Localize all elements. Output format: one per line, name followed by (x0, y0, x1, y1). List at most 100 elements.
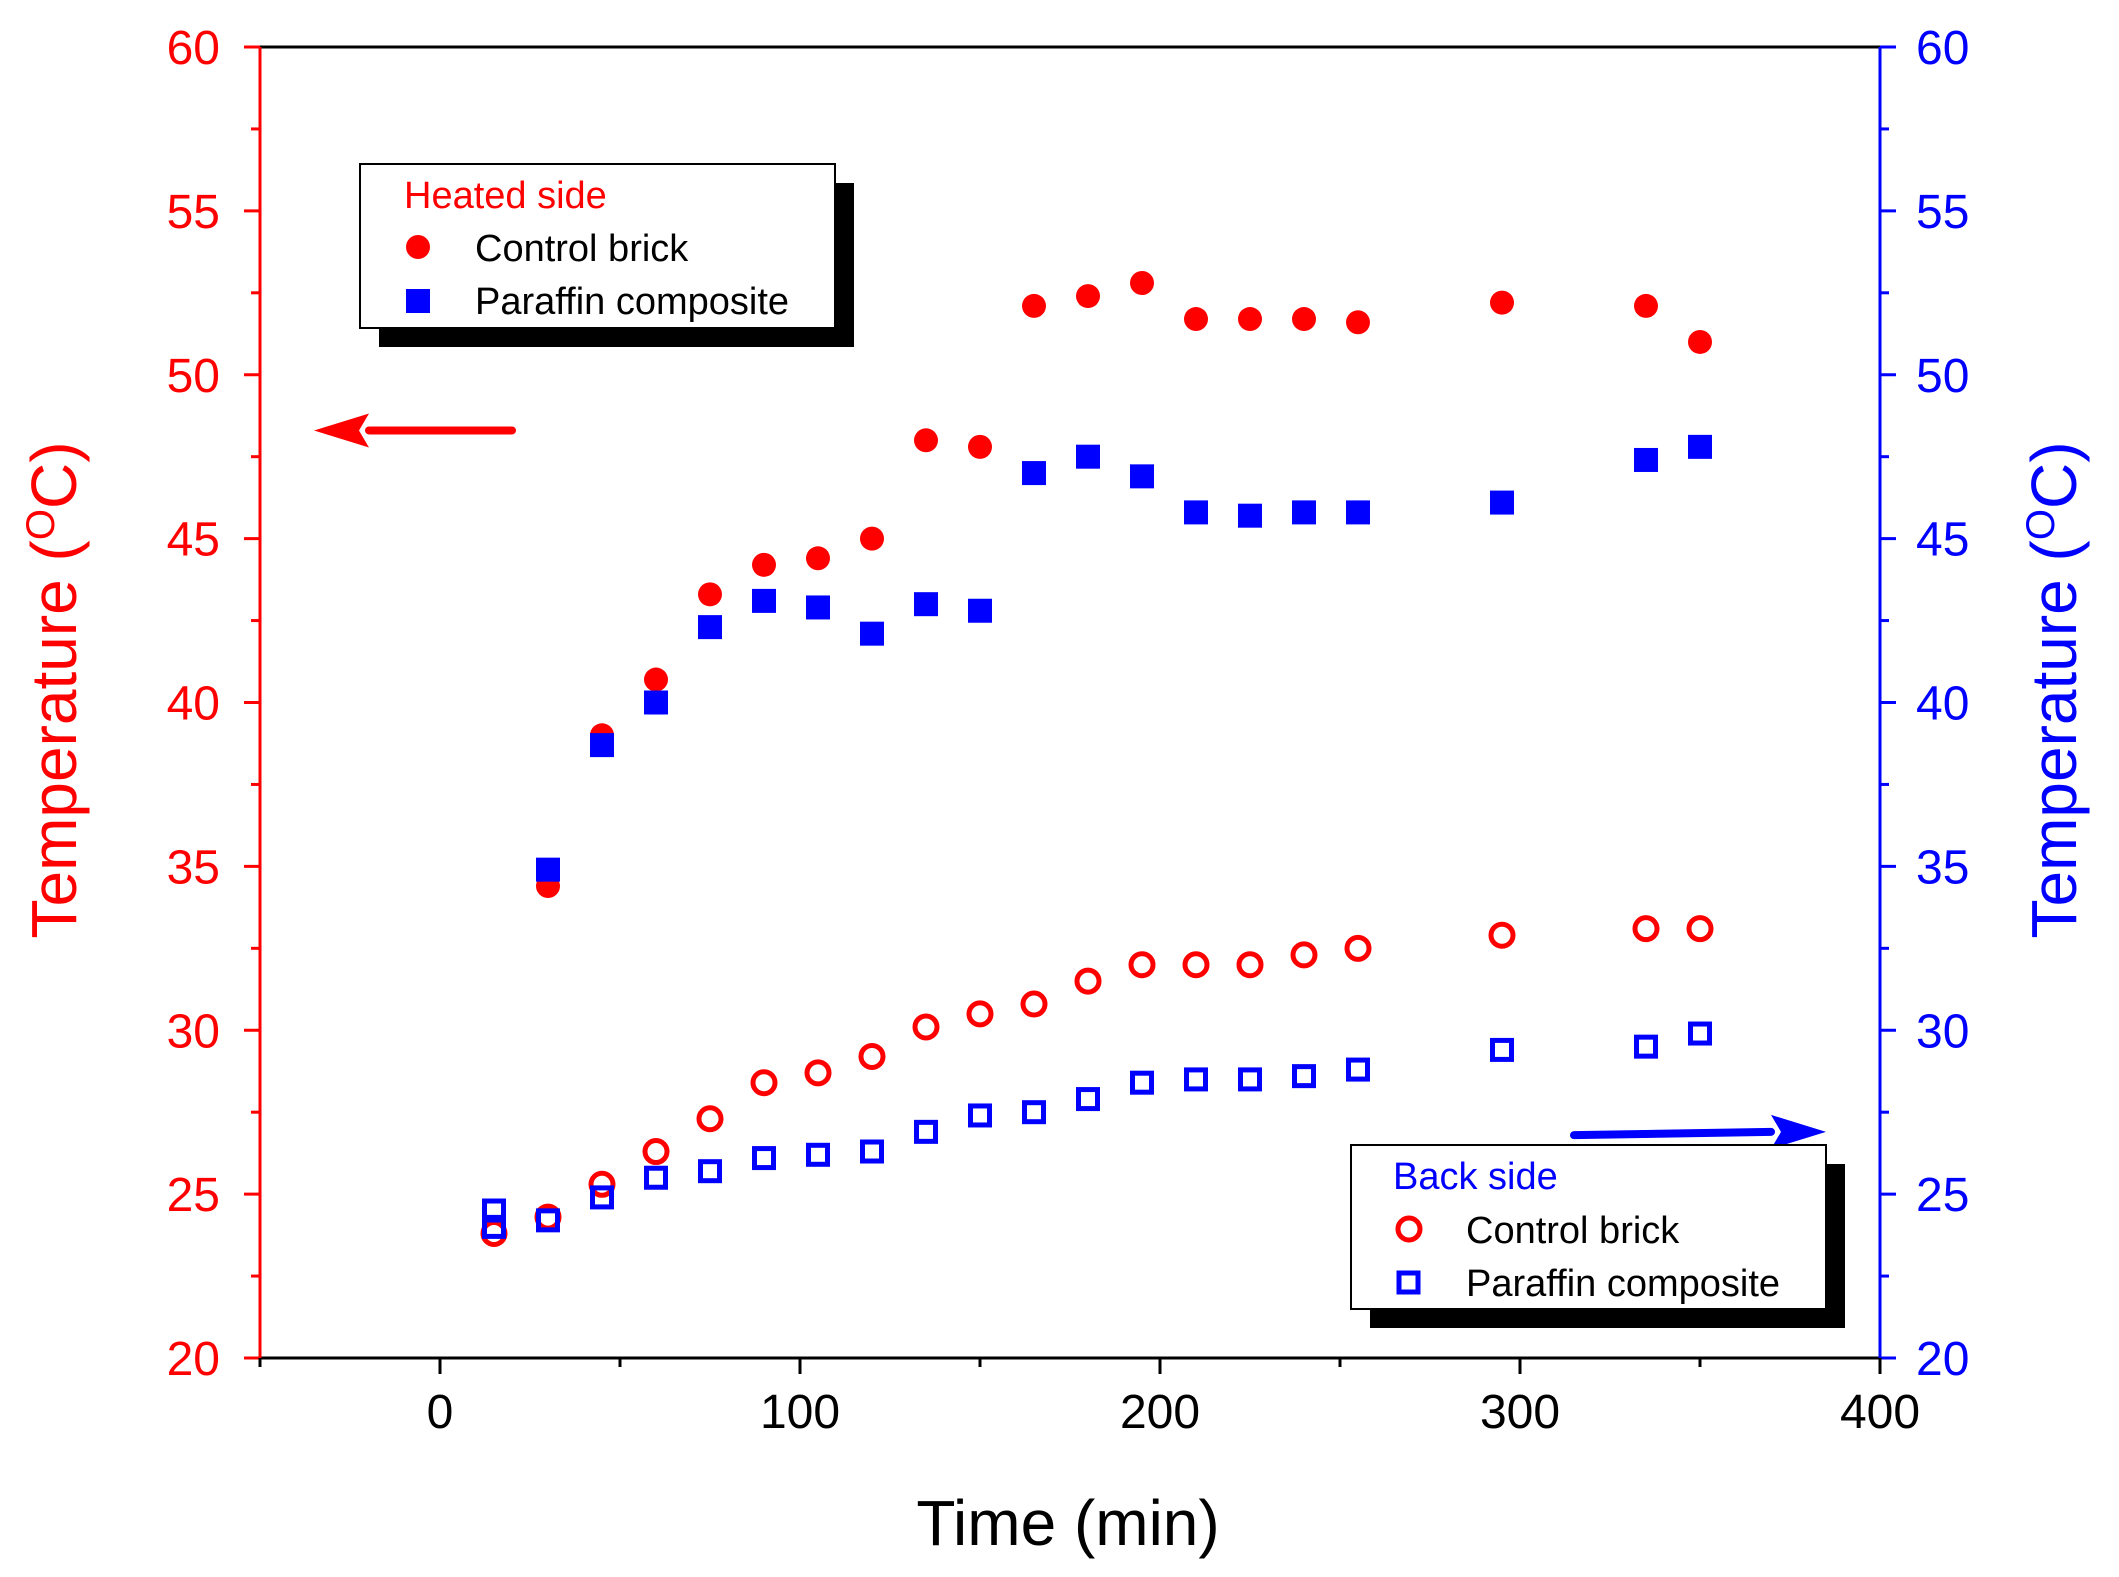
data-point (968, 598, 992, 623)
right-y-axis-title-base: Temperature ( (2018, 540, 2090, 938)
data-point (590, 1185, 614, 1210)
legend-heated-paraffin-marker (406, 289, 430, 313)
legend-back-control-label: Control brick (1466, 1210, 1680, 1252)
data-point (1022, 461, 1046, 486)
data-point (968, 434, 992, 459)
legend-back-control-marker (1395, 1215, 1423, 1243)
right-tick-label: 60 (1916, 22, 1969, 75)
data-point (1128, 951, 1156, 979)
legend-heated-control-label: Control brick (475, 228, 689, 270)
data-point (482, 1214, 506, 1239)
data-point (698, 1159, 722, 1184)
right-y-axis-title-unit: C) (2018, 441, 2090, 509)
data-point (914, 428, 938, 453)
data-point (590, 733, 614, 758)
data-point (1022, 293, 1046, 318)
left-y-axis-title: Temperature (OC) (18, 441, 90, 938)
left-tick-label: 20 (167, 1333, 220, 1386)
right-y-axis: 20 25 30 35 40 45 50 55 60 (1878, 22, 1969, 1386)
data-point (860, 1139, 884, 1164)
x-tick-label: 100 (760, 1386, 840, 1439)
right-axis-arrow (1570, 1114, 1826, 1149)
data-point (1076, 1087, 1100, 1112)
data-point (1488, 921, 1516, 949)
legend-back-box (1350, 1144, 1827, 1310)
data-point (1074, 967, 1102, 995)
data-point (1344, 934, 1372, 962)
x-tick-label: 300 (1480, 1386, 1560, 1439)
x-axis-title: Time (min) (916, 1487, 1219, 1559)
data-point (804, 1059, 832, 1087)
data-point (1490, 490, 1514, 515)
data-point (860, 621, 884, 646)
data-point (1130, 1070, 1154, 1095)
data-point (1184, 307, 1208, 332)
data-point (1022, 1100, 1046, 1125)
data-point (696, 1105, 724, 1133)
arrow-head (314, 413, 369, 448)
legend-heated-side: Heated side Control brick Paraffin compo… (359, 163, 854, 347)
data-point (1292, 307, 1316, 332)
data-point (968, 1103, 992, 1128)
axis-arrows (314, 413, 1826, 1149)
data-point (1490, 1037, 1514, 1062)
data-points (480, 270, 1714, 1247)
x-tick-label: 400 (1840, 1386, 1920, 1439)
data-point (914, 592, 938, 617)
left-axis-arrow (314, 413, 516, 448)
data-point (698, 582, 722, 607)
data-point (1290, 941, 1318, 969)
data-point (912, 1013, 940, 1041)
data-point (1238, 307, 1262, 332)
data-point (1688, 1021, 1712, 1046)
data-point (1184, 500, 1208, 525)
data-point (1182, 951, 1210, 979)
data-point (1634, 447, 1658, 472)
series-back-side-paraffin-composite (482, 1021, 1712, 1239)
left-y-axis: 20 25 30 35 40 45 50 55 60 (167, 22, 262, 1386)
data-point (1184, 1067, 1208, 1092)
x-axis: 0 100 200 300 400 (258, 1358, 1920, 1439)
data-point (752, 588, 776, 613)
legend-heated-box (359, 163, 836, 329)
data-point (752, 1146, 776, 1171)
data-point (1130, 464, 1154, 489)
plot-frame (260, 45, 1880, 1360)
data-point (1292, 500, 1316, 525)
data-point (860, 526, 884, 551)
left-y-axis-title-sup: O (19, 509, 63, 540)
x-tick-label: 0 (427, 1386, 454, 1439)
right-tick-label: 45 (1916, 514, 1969, 567)
legend-back-side: Back side Control brick Paraffin composi… (1350, 1144, 1845, 1328)
right-tick-label: 25 (1916, 1169, 1969, 1222)
legend-back-title: Back side (1393, 1156, 1558, 1198)
right-tick-label: 35 (1916, 841, 1969, 894)
data-point (1238, 1067, 1262, 1092)
data-point (858, 1042, 886, 1070)
arrow-shaft (1570, 1127, 1775, 1140)
data-point (914, 1119, 938, 1144)
data-point (588, 1170, 616, 1198)
left-tick-label: 50 (167, 350, 220, 403)
series-back-side-control-brick (480, 915, 1714, 1247)
legend-back-paraffin-label: Paraffin composite (1466, 1263, 1780, 1305)
left-y-axis-title-base: Temperature ( (18, 540, 90, 938)
right-tick-label: 55 (1916, 186, 1969, 239)
data-point (806, 546, 830, 571)
left-y-axis-title-unit: C) (18, 441, 90, 509)
legend-back-paraffin-marker (1396, 1270, 1421, 1295)
data-point (644, 690, 668, 715)
series-heated-side-control-brick (536, 270, 1712, 899)
left-tick-label: 55 (167, 186, 220, 239)
right-tick-label: 30 (1916, 1005, 1969, 1058)
right-y-axis-title-sup: O (2019, 509, 2063, 540)
data-point (698, 615, 722, 640)
data-point (1490, 290, 1514, 315)
data-point (1688, 329, 1712, 354)
data-point (1076, 444, 1100, 469)
legend-heated-control-marker (406, 235, 430, 259)
data-point (1236, 951, 1264, 979)
data-point (1688, 434, 1712, 459)
data-point (536, 1208, 560, 1233)
